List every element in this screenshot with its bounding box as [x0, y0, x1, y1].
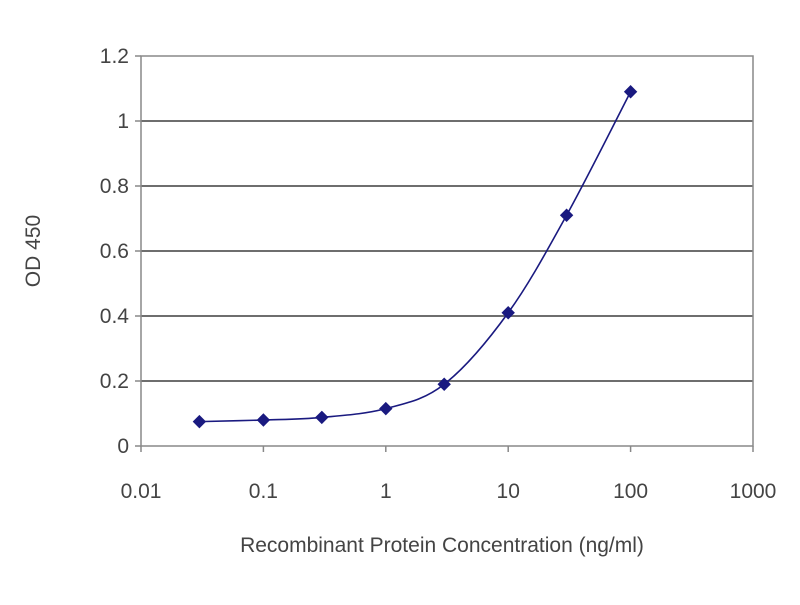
y-tick-label: 0.4: [100, 305, 130, 328]
y-tick-label: 0.8: [100, 175, 129, 198]
x-axis-ticks: 0.01 0.1 1 10 100 1000: [121, 446, 777, 503]
data-point-6: [559, 208, 574, 222]
y-tick-label: 1: [117, 110, 129, 133]
y-tick-label: 1.2: [100, 45, 129, 68]
y-tick-label: 0.6: [100, 240, 129, 263]
series-layer: [192, 85, 638, 429]
data-point-1: [256, 413, 271, 427]
data-point-4: [437, 377, 451, 391]
x-tick-label: 10: [497, 480, 520, 503]
data-point-7: [623, 85, 638, 99]
x-tick-label: 0.1: [249, 480, 278, 503]
y-axis-title: OD 450: [22, 215, 45, 287]
x-tick-label: 1000: [730, 480, 777, 503]
x-axis-title: Recombinant Protein Concentration (ng/ml…: [240, 534, 644, 557]
y-tick-label: 0: [117, 435, 129, 458]
grid-lines: [141, 120, 753, 382]
x-tick-label: 1: [380, 480, 392, 503]
data-point-5: [501, 306, 515, 320]
data-point-0: [192, 414, 207, 429]
y-tick-label: 0.2: [100, 370, 129, 393]
data-point-3: [379, 401, 393, 416]
y-axis-ticks: 0 0.2 0.4 0.6 0.8 1 1.2: [100, 45, 141, 458]
x-tick-label: 0.01: [121, 480, 162, 503]
series-line-0: [199, 91, 632, 423]
data-point-2: [315, 410, 329, 425]
x-tick-label: 100: [613, 480, 648, 503]
